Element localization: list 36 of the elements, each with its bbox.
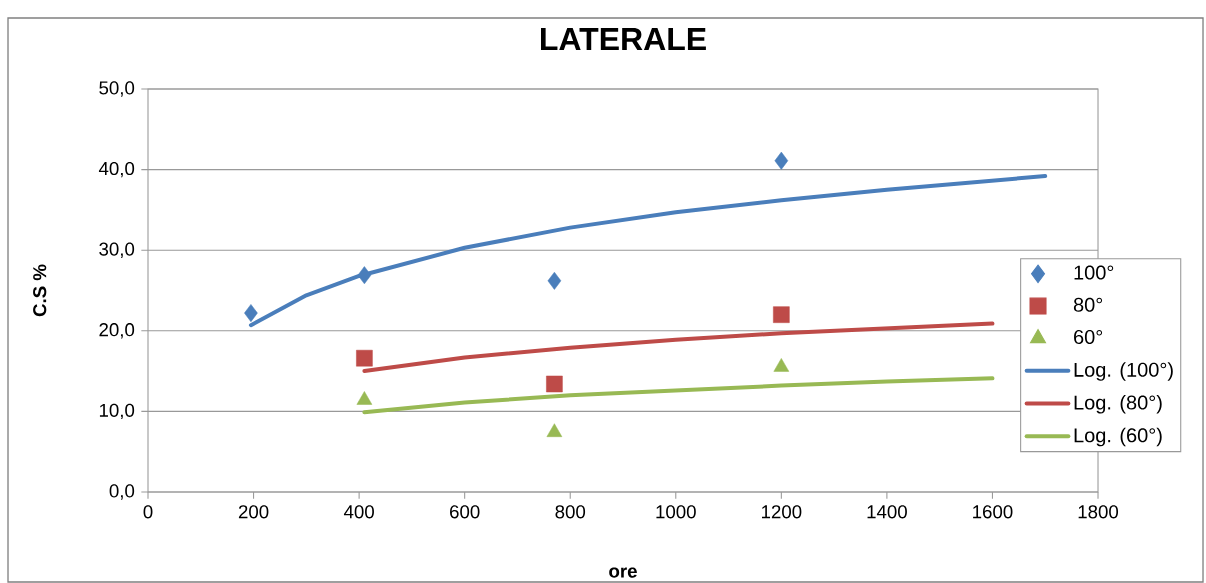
point	[356, 391, 373, 405]
x-tick-label: 0	[143, 505, 153, 519]
y-tick-label: 40,0	[98, 161, 135, 178]
point	[547, 271, 562, 290]
x-tick-label: 1800	[1078, 505, 1119, 519]
legend-label: Log. (80°)	[1074, 394, 1162, 414]
x-tick-label: 800	[555, 505, 586, 519]
y-tick-label: 10,0	[99, 403, 135, 420]
x-tick-label: 1000	[656, 505, 696, 519]
x-tick-label: 1200	[762, 505, 802, 519]
legend-label: Log. (60°)	[1074, 427, 1162, 447]
y-tick-label: 0,0	[109, 484, 135, 500]
y-tick-label: 20,0	[99, 323, 135, 339]
legend-label: 100°	[1074, 265, 1114, 280]
line-series	[248, 174, 1048, 328]
point	[773, 358, 790, 372]
legend-label: 80°	[1073, 297, 1103, 312]
point	[546, 375, 563, 393]
y-tick-label: 50,0	[99, 81, 135, 97]
x-axis-title: ore	[609, 567, 637, 578]
chart-title: LATERALE	[541, 28, 706, 51]
legend-label: 60°	[1074, 329, 1103, 345]
x-tick-label: 400	[343, 505, 374, 519]
point	[773, 306, 790, 323]
y-tick-label: 30,0	[99, 242, 135, 258]
point	[774, 151, 789, 170]
point	[357, 266, 372, 285]
x-tick-label: 1400	[867, 505, 907, 519]
point	[356, 349, 373, 367]
point	[546, 423, 563, 437]
legend-label: Log. (100°)	[1074, 362, 1173, 381]
x-tick-label: 600	[450, 505, 480, 519]
y-axis-title: C.S %	[33, 264, 47, 317]
x-tick-label: 200	[238, 505, 269, 519]
x-tick-label: 1600	[973, 505, 1013, 519]
point	[244, 304, 258, 323]
